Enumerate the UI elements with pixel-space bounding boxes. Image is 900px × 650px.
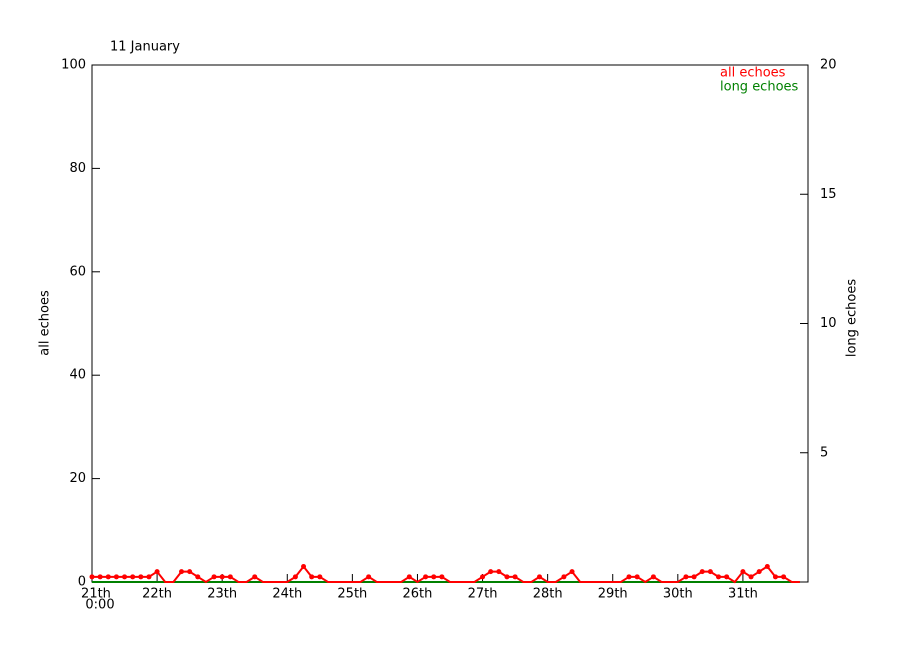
- data-point: [431, 574, 437, 580]
- data-point: [366, 574, 372, 580]
- data-point: [626, 574, 632, 580]
- data-point: [537, 574, 542, 580]
- y2-tick-label: 20: [820, 58, 837, 73]
- data-point: [89, 574, 95, 580]
- data-point: [187, 569, 193, 575]
- data-point: [154, 569, 160, 575]
- data-point: [756, 569, 762, 575]
- data-point: [211, 574, 217, 580]
- x-tick-label: 28th: [533, 587, 563, 602]
- data-point: [764, 563, 770, 569]
- data-point: [122, 574, 128, 580]
- data-point: [219, 574, 225, 580]
- x-tick-label: 31th: [728, 587, 758, 602]
- data-point: [699, 569, 705, 575]
- y-tick-label: 100: [61, 58, 86, 73]
- data-point: [488, 569, 494, 575]
- y-axis-title: all echoes: [38, 290, 53, 356]
- legend-entry: all echoes: [720, 66, 786, 81]
- data-point: [105, 574, 111, 580]
- data-point: [252, 574, 258, 580]
- x-tick-label: 27th: [468, 587, 498, 602]
- x-tick-label: 30th: [663, 587, 693, 602]
- data-point: [781, 574, 787, 580]
- data-point: [748, 574, 754, 580]
- plot-frame: [91, 64, 809, 583]
- y2-tick-label: 15: [820, 187, 837, 202]
- data-point: [512, 574, 518, 580]
- data-point: [724, 574, 730, 580]
- data-point: [480, 574, 486, 580]
- data-point: [650, 574, 656, 580]
- x-tick-label: 29th: [598, 587, 628, 602]
- data-point: [683, 574, 689, 580]
- chart-title: 11 January: [110, 40, 180, 55]
- x-tick-label: 26th: [403, 587, 433, 602]
- data-point: [406, 574, 412, 580]
- data-point: [227, 574, 233, 580]
- x-tick-label: 22th: [142, 587, 172, 602]
- y2-tick-label: 5: [820, 445, 828, 460]
- data-point: [195, 574, 201, 580]
- y-tick-label: 40: [69, 368, 86, 383]
- legend-entry: long echoes: [720, 80, 799, 95]
- x-tick-label: 23th: [207, 587, 237, 602]
- y2-tick-label: 10: [820, 316, 837, 331]
- data-point: [772, 574, 778, 580]
- data-point: [130, 574, 136, 580]
- data-point: [309, 574, 315, 580]
- data-point: [439, 574, 445, 580]
- y-tick-label: 60: [69, 264, 86, 279]
- data-point: [146, 574, 152, 580]
- data-point: [740, 569, 746, 575]
- series-line: [92, 564, 800, 584]
- data-point: [504, 574, 510, 580]
- x-tick-label: 24th: [272, 587, 302, 602]
- data-point: [496, 569, 502, 575]
- data-point: [561, 574, 567, 580]
- data-point: [138, 574, 144, 580]
- y2-axis-title: long echoes: [845, 279, 860, 358]
- data-point: [113, 574, 119, 580]
- data-point: [292, 574, 298, 580]
- data-point: [716, 574, 721, 580]
- data-point: [707, 569, 713, 575]
- data-point: [317, 574, 323, 580]
- data-point: [634, 574, 640, 580]
- y-tick-label: 20: [69, 471, 86, 486]
- data-point: [179, 569, 184, 575]
- y-tick-label: 0: [78, 575, 86, 590]
- data-point: [569, 569, 575, 575]
- data-point: [423, 574, 429, 580]
- x-tick-label: 25th: [337, 587, 367, 602]
- data-point: [97, 574, 103, 580]
- x-start-label: 0:00: [85, 598, 114, 613]
- data-point: [691, 574, 697, 580]
- x-tick-label: 21th: [81, 587, 111, 602]
- y-tick-label: 80: [69, 161, 86, 176]
- data-point: [301, 563, 307, 569]
